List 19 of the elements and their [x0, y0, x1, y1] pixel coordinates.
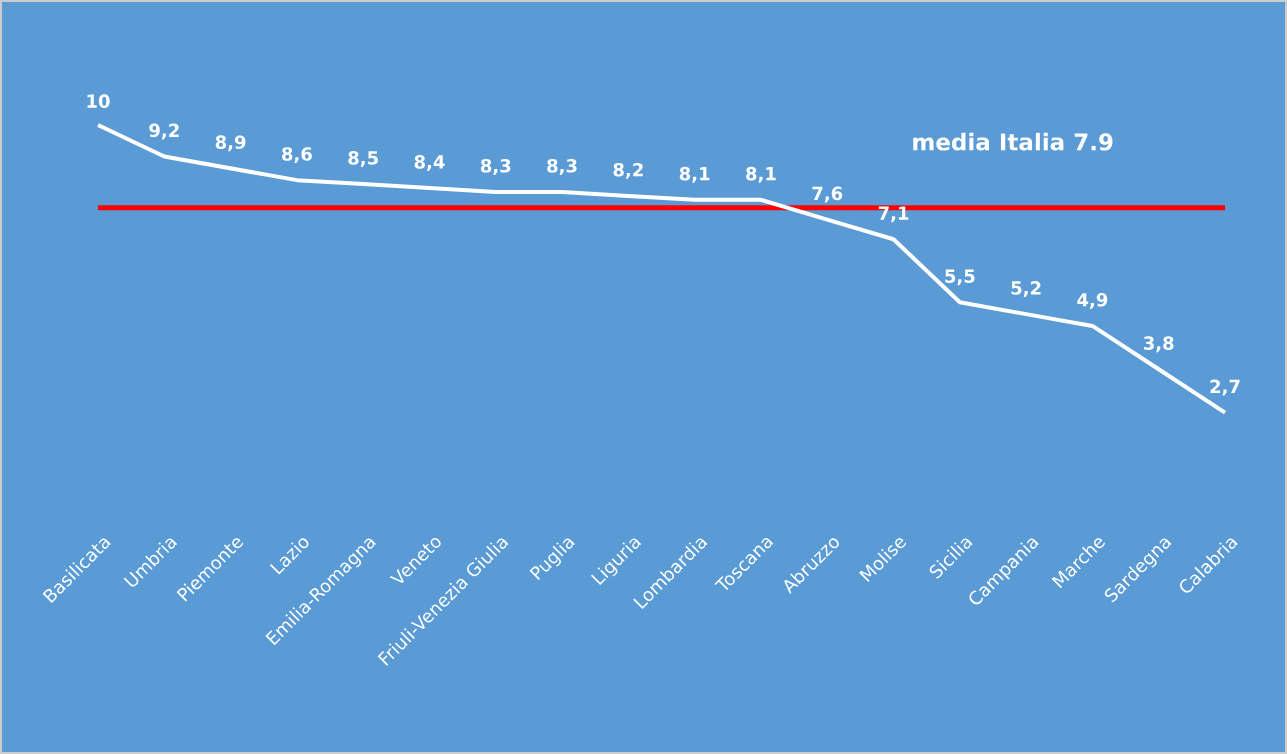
data-label: 8,4 [414, 155, 445, 171]
data-label: 8,9 [215, 135, 246, 152]
data-label: 8,5 [348, 151, 378, 168]
data-label: 7,6 [812, 186, 843, 203]
data-label: 10 [87, 94, 110, 108]
data-label: 8,2 [613, 162, 643, 179]
ref-line-label: media Italia 7.9 [913, 132, 1113, 151]
data-label: 8,1 [679, 166, 710, 183]
data-label: 4,9 [1077, 292, 1108, 309]
data-label: 8,3 [480, 158, 511, 175]
data-label: 5,5 [945, 269, 975, 286]
data-label: 2,7 [1210, 379, 1240, 396]
data-label: 7,1 [878, 206, 909, 223]
data-label: 3,8 [1143, 336, 1174, 353]
data-label: 5,2 [1011, 281, 1041, 298]
data-label: 8,3 [547, 158, 577, 175]
data-label: 8,6 [282, 147, 312, 164]
data-label: 8,1 [746, 166, 776, 183]
data-label: 9,2 [149, 123, 179, 140]
